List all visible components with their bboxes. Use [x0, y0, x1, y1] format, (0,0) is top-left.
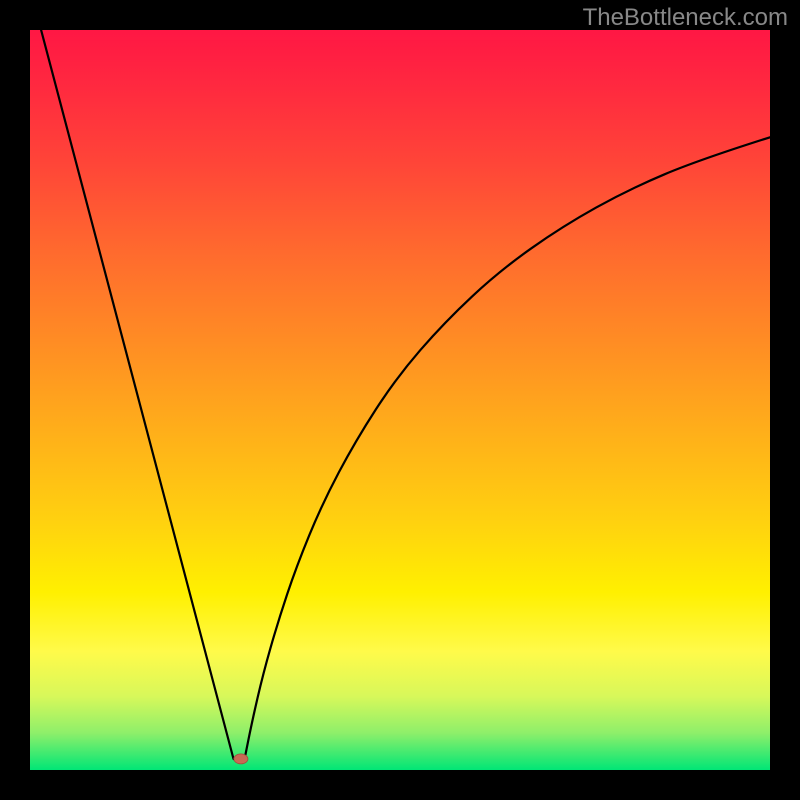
chart-background	[30, 30, 770, 770]
bottleneck-chart	[0, 0, 800, 800]
optimal-point-marker	[234, 754, 248, 764]
watermark-text: TheBottleneck.com	[583, 4, 788, 32]
chart-container: TheBottleneck.com	[0, 0, 800, 800]
